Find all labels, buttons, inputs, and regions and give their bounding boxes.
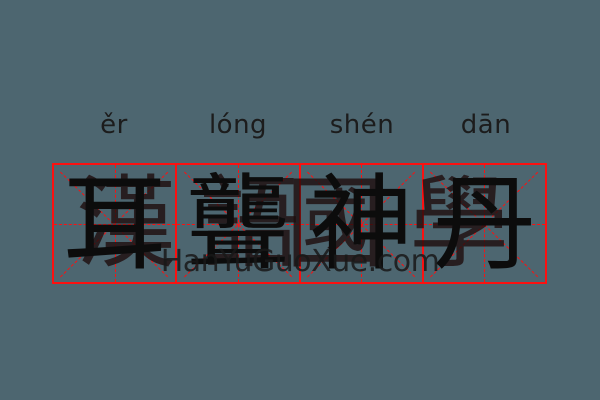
pinyin-cell-3: shén [329, 110, 395, 140]
pinyin-cell-4: dān [460, 110, 512, 140]
pinyin-row: ěr lóng shén dān [52, 103, 548, 147]
grid-cell-1: 耳 [54, 165, 178, 282]
grid-cell-3: 神 [300, 165, 424, 282]
character-glyph-1: 耳 [62, 165, 167, 282]
pinyin-cell-1: ěr [100, 110, 128, 140]
character-grid: 耳 聾 神 丹 [52, 163, 547, 284]
grid-cell-2: 聾 [177, 165, 301, 282]
pinyin-cell-2: lóng [208, 110, 268, 140]
character-glyph-4: 丹 [432, 165, 537, 282]
grid-cell-4: 丹 [423, 165, 545, 282]
character-glyph-2: 聾 [185, 165, 290, 282]
character-glyph-3: 神 [309, 165, 414, 282]
